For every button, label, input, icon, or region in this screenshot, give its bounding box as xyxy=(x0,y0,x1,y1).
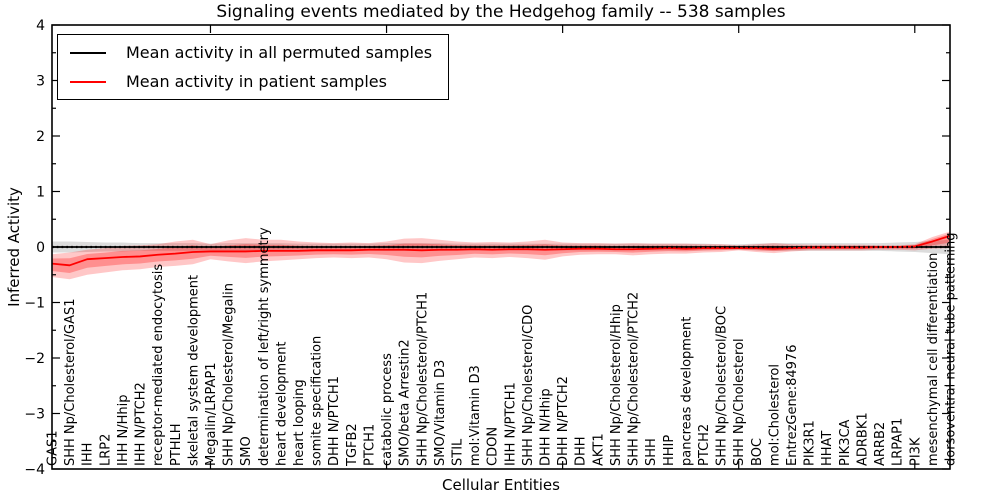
permuted-line-swatch xyxy=(70,51,106,54)
x-category-label: skeletal system development xyxy=(186,275,201,466)
x-category-label: SMO xyxy=(239,436,254,466)
x-category-label: PI3K xyxy=(908,437,923,466)
x-category-label: DHH xyxy=(574,436,589,466)
patient-mean-line xyxy=(51,235,951,267)
x-category-label: PTCH2 xyxy=(697,424,712,466)
x-category-label: SHH Np/Cholesterol/PTCH1 xyxy=(415,292,430,466)
x-category-label: PTHLH xyxy=(169,423,184,466)
x-category-label: AKT1 xyxy=(591,433,606,466)
x-category-label: mesenchymal cell differentiation xyxy=(926,253,941,466)
x-category-label: ARRB2 xyxy=(873,422,888,466)
x-category-label: HHAT xyxy=(820,431,835,466)
legend-item-patient: Mean activity in patient samples xyxy=(70,67,432,96)
y-tick-label: −3 xyxy=(24,407,45,423)
x-category-label: DHH N/PTCH2 xyxy=(556,376,571,466)
y-tick-label: 3 xyxy=(36,74,45,90)
x-category-label: BOC xyxy=(750,438,765,466)
x-category-label: IHH N/PTCH1 xyxy=(503,382,518,466)
y-tick-label: 0 xyxy=(36,240,45,256)
x-category-label: PIK3R1 xyxy=(803,420,818,466)
x-category-label: HHIP xyxy=(662,435,677,466)
legend-box: Mean activity in all permuted samples Me… xyxy=(57,34,450,100)
x-category-label: receptor-mediated endocytosis xyxy=(151,264,166,466)
x-category-label: SMO/beta Arrestin2 xyxy=(398,339,413,466)
x-category-label: GAS1 xyxy=(46,431,61,467)
x-category-label: SHH Np/Cholesterol/Megalin xyxy=(222,283,237,466)
x-category-label: determination of left/right symmetry xyxy=(257,227,272,466)
y-axis-label: Inferred Activity xyxy=(5,187,23,307)
x-category-label: SHH Np/Cholesterol/Hhip xyxy=(609,304,624,466)
x-category-label: heart development xyxy=(274,341,289,466)
legend-item-label: Mean activity in all permuted samples xyxy=(126,43,433,62)
chart-title: Signaling events mediated by the Hedgeho… xyxy=(216,2,786,22)
x-category-label: SHH Np/Cholesterol/BOC xyxy=(715,306,730,466)
x-category-label: heart looping xyxy=(292,379,307,466)
x-category-label: mol:Vitamin D3 xyxy=(468,365,483,466)
patient-samples-spread-inner-band xyxy=(52,233,950,273)
patient-samples-spread-band xyxy=(52,231,950,280)
x-category-label: PIK3CA xyxy=(838,419,853,466)
x-category-label: STIL xyxy=(450,438,465,466)
x-category-label: ADRBK1 xyxy=(855,412,870,466)
x-category-label: PTCH1 xyxy=(362,424,377,466)
x-category-label: SHH Np/Cholesterol/CDO xyxy=(521,305,536,466)
x-category-label: mol:Cholesterol xyxy=(767,364,782,466)
x-category-label: DHH N/Hhip xyxy=(539,388,554,466)
x-category-label: TGFB2 xyxy=(345,423,360,467)
x-category-label: IHH N/PTCH2 xyxy=(134,382,149,466)
x-category-label: LRPAP1 xyxy=(891,418,906,466)
y-tick-label: −1 xyxy=(24,296,45,312)
x-axis-label: Cellular Entities xyxy=(442,476,560,494)
x-category-label: pancreas development xyxy=(679,317,694,466)
y-tick-label: 4 xyxy=(36,18,45,34)
x-category-label: IHH xyxy=(81,443,96,466)
x-category-label: IHH N/Hhip xyxy=(116,395,131,467)
x-category-label: dorsoventral neural tube patterning xyxy=(944,233,959,466)
x-category-label: Megalin/LRPAP1 xyxy=(204,362,219,466)
y-tick-label: −2 xyxy=(24,351,45,367)
x-category-label: EntrezGene:84976 xyxy=(785,345,800,466)
y-tick-label: 2 xyxy=(36,129,45,145)
patient-line-swatch xyxy=(70,80,106,83)
y-tick-label: 1 xyxy=(36,185,45,201)
x-category-label: SHH Np/Cholesterol xyxy=(732,338,747,466)
x-category-label: CDON xyxy=(486,427,501,466)
y-tick-label: −4 xyxy=(24,462,45,478)
legend-item-permuted: Mean activity in all permuted samples xyxy=(70,38,432,67)
x-category-label: DHH N/PTCH1 xyxy=(327,376,342,466)
legend-item-label: Mean activity in patient samples xyxy=(126,72,387,91)
x-category-label: SHH Np/Cholesterol/PTCH2 xyxy=(627,292,642,466)
x-category-label: somite specification xyxy=(310,336,325,466)
x-category-label: SHH Np/Cholesterol/GAS1 xyxy=(63,298,78,466)
x-category-label: LRP2 xyxy=(98,434,113,466)
x-category-label: SHH xyxy=(644,438,659,466)
x-category-label: SMO/Vitamin D3 xyxy=(433,360,448,466)
x-category-label: catabolic process xyxy=(380,353,395,466)
